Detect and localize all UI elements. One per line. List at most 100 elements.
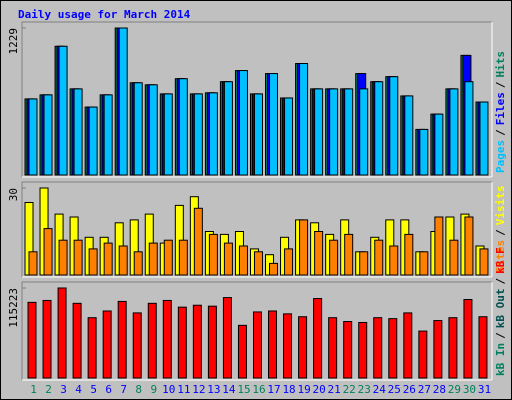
bar [449, 239, 459, 276]
bar [404, 95, 414, 176]
x-tick-label: 13 [207, 383, 220, 396]
bar [269, 262, 279, 276]
bar [359, 251, 369, 276]
x-tick-label: 27 [418, 383, 431, 396]
x-tick-label: 14 [222, 383, 236, 396]
bar [28, 251, 38, 276]
bar [374, 81, 384, 176]
legend-text: Sites / Visits [494, 186, 507, 274]
x-tick-label: 6 [105, 383, 112, 396]
bar [404, 233, 414, 276]
bar [374, 239, 384, 276]
bar [269, 73, 279, 176]
bar [298, 316, 308, 379]
x-tick-label: 22 [343, 383, 356, 396]
x-tick-label: 7 [120, 383, 127, 396]
bar [344, 233, 354, 276]
bar [117, 300, 127, 379]
bar [448, 317, 458, 379]
x-tick-label: 17 [267, 383, 280, 396]
bar [103, 94, 113, 176]
x-tick-label: 2 [45, 383, 52, 396]
bar [178, 239, 188, 276]
x-tick-label: 4 [75, 383, 82, 396]
bar [343, 321, 353, 379]
bar [148, 84, 158, 176]
x-tick-label: 29 [448, 383, 461, 396]
bar [118, 245, 128, 276]
bar [207, 305, 217, 379]
bar [389, 76, 399, 176]
bar [464, 216, 474, 276]
bar [433, 320, 443, 379]
bar [133, 251, 143, 276]
legend-entry: Files [494, 92, 507, 125]
bar [253, 93, 263, 176]
bar [388, 318, 398, 379]
bar [43, 228, 53, 276]
bar [73, 239, 83, 276]
bar [28, 98, 38, 176]
x-tick-label: 30 [463, 383, 476, 396]
y-tick-label: 115223 [7, 288, 20, 328]
bar [268, 310, 278, 379]
bar [73, 88, 83, 176]
bar [88, 106, 98, 176]
bar [434, 216, 444, 276]
x-tick-label: 5 [90, 383, 97, 396]
x-tick-label: 16 [252, 383, 265, 396]
bar [299, 63, 309, 176]
legend-text: Pages / Files / Hits [494, 51, 507, 173]
bar [434, 113, 444, 176]
bar [208, 92, 218, 176]
bar [27, 301, 37, 379]
legend-separator: / [494, 129, 507, 136]
x-tick-label: 15 [237, 383, 250, 396]
bar [208, 233, 218, 276]
bar [329, 88, 339, 176]
x-tick-label: 12 [192, 383, 205, 396]
bar [132, 312, 142, 379]
bar [223, 81, 233, 176]
x-tick-label: 20 [313, 383, 326, 396]
x-tick-label: 11 [177, 383, 190, 396]
bar [42, 299, 52, 379]
x-tick-label: 23 [358, 383, 371, 396]
legend-separator: / [494, 229, 507, 236]
x-tick-label: 1 [30, 383, 37, 396]
bar [163, 93, 173, 176]
x-tick-label: 10 [162, 383, 175, 396]
x-tick-label: 19 [297, 383, 310, 396]
chart-title: Daily usage for March 2014 [18, 8, 191, 21]
bar [419, 251, 429, 276]
bar [449, 88, 459, 176]
bar [314, 88, 324, 176]
bar [193, 93, 203, 176]
bar [178, 78, 188, 176]
legend-entry: Hits [494, 51, 507, 78]
bar [479, 248, 489, 276]
bar [463, 298, 473, 379]
bar [464, 81, 474, 176]
legend-separator: / [494, 81, 507, 88]
bar [238, 245, 248, 276]
bar [403, 312, 413, 379]
bar [478, 316, 488, 379]
x-tick-label: 18 [282, 383, 295, 396]
x-tick-label: 25 [388, 383, 401, 396]
legend: Sites / Visits [494, 186, 507, 274]
x-tick-label: 8 [135, 383, 142, 396]
bar [148, 242, 158, 276]
bar [328, 317, 338, 379]
bar [223, 242, 233, 276]
legend-text: kB In / kB Out / kB F [494, 247, 507, 376]
bar [253, 251, 263, 276]
bar [237, 324, 247, 379]
bar [133, 82, 143, 176]
bar [102, 310, 112, 379]
x-tick-label: 3 [60, 383, 67, 396]
bar [163, 239, 173, 276]
bar [193, 207, 203, 276]
bar [419, 128, 429, 176]
legend-entry: kB F [494, 247, 507, 274]
